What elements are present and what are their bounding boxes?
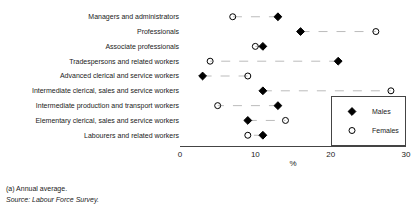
svg-text:Males: Males [372, 108, 391, 115]
svg-text:Source: Labour Force Survey.: Source: Labour Force Survey. [6, 196, 99, 204]
svg-text:Tradespersons and related work: Tradespersons and related workers [69, 58, 179, 66]
svg-text:Managers and administrators: Managers and administrators [88, 13, 179, 21]
svg-text:(a) Annual average.: (a) Annual average. [6, 185, 67, 193]
svg-text:Females: Females [372, 127, 399, 134]
svg-text:30: 30 [402, 150, 411, 159]
svg-text:Associate professionals: Associate professionals [105, 43, 179, 51]
svg-text:%: % [289, 159, 296, 168]
svg-text:Professionals: Professionals [137, 28, 180, 35]
svg-text:Intermediate production and tr: Intermediate production and transport wo… [36, 102, 180, 110]
svg-text:0: 0 [178, 150, 183, 159]
svg-text:Elementary clerical, sales and: Elementary clerical, sales and service w… [35, 117, 179, 125]
svg-text:10: 10 [251, 150, 260, 159]
svg-text:Advanced clerical and service: Advanced clerical and service workers [60, 72, 180, 79]
svg-text:Intermediate clerical, sales a: Intermediate clerical, sales and service… [32, 87, 180, 94]
svg-text:Labourers and related workers: Labourers and related workers [84, 132, 179, 139]
svg-text:20: 20 [326, 150, 335, 159]
